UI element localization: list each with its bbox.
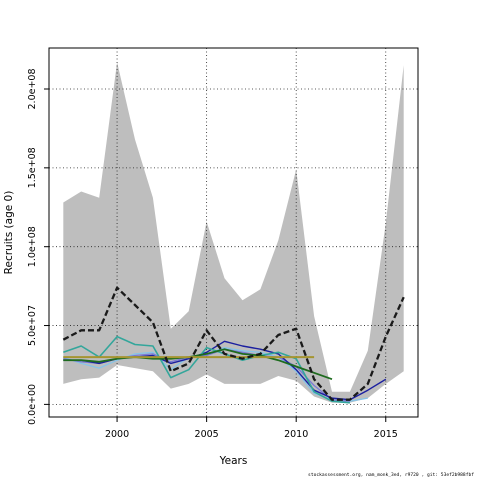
- y-tick-label: 0.0e+00: [27, 384, 38, 425]
- axis-layer: 2000 2005 2010 2015 0.0e+00 5.0e+07 1.0e+08 1.5…: [27, 68, 398, 440]
- x-tick-label: 2005: [195, 429, 219, 440]
- y-tick-label: 1.0e+08: [27, 226, 38, 267]
- y-tick-label: 1.5e+08: [27, 147, 38, 188]
- x-tick-label: 2000: [105, 429, 129, 440]
- x-axis-title: Years: [219, 455, 248, 467]
- series-line-5: [63, 335, 350, 404]
- y-axis-title: Recruits (age 0): [3, 191, 15, 275]
- x-tick-label: 2015: [374, 429, 398, 440]
- x-tick-label: 2010: [284, 429, 308, 440]
- series-line-6: [63, 348, 333, 381]
- y-tick-label: 2.0e+08: [27, 68, 38, 109]
- plot-frame: [48, 47, 419, 418]
- series-layer: [62, 286, 405, 404]
- series-line-1: [62, 286, 405, 401]
- footer-credit: stockassessment.org, nam_monk_3ed, r9720…: [308, 473, 474, 478]
- y-tick-label: 5.0e+07: [27, 305, 38, 346]
